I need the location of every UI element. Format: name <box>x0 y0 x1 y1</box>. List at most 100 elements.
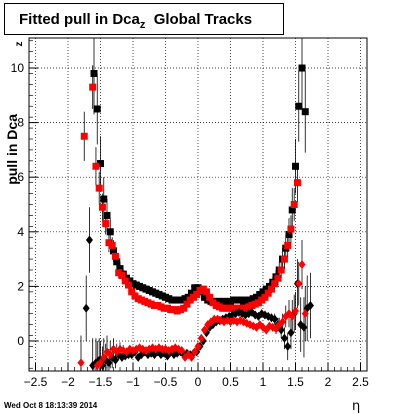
x-tick-label: 2.5 <box>352 375 369 389</box>
x-tick-label: −2 <box>61 375 75 389</box>
data-point-diamond <box>301 309 309 319</box>
data-point-diamond <box>280 333 288 343</box>
data-point-square <box>102 220 110 228</box>
data-point-diamond <box>97 358 104 368</box>
data-point-square <box>98 203 106 211</box>
data-point-square <box>89 83 97 91</box>
data-point-diamond <box>279 317 286 327</box>
data-point-square <box>288 206 296 214</box>
data-point-square <box>295 102 303 110</box>
series-group <box>90 38 309 305</box>
x-tick-label: −1.5 <box>89 375 113 389</box>
y-axis: 0 2 4 6 8 10 <box>11 40 38 369</box>
data-point-square <box>290 201 298 208</box>
data-point-diamond <box>284 341 292 351</box>
data-point-square <box>110 247 117 255</box>
chart-title: Fitted pull in Dcaz Global Tracks <box>19 11 252 31</box>
data-point-square <box>301 108 309 116</box>
data-point-square <box>103 211 111 219</box>
data-point-square <box>188 289 195 297</box>
y-axis-label: pull in Dca <box>4 114 20 185</box>
data-point-diamond <box>178 346 186 356</box>
x-tick-label: 0 <box>195 375 202 389</box>
data-point-diamond <box>298 260 306 270</box>
x-tick-label: 1.5 <box>287 375 304 389</box>
x-tick-label: −0.5 <box>154 375 178 389</box>
data-point-square <box>121 277 129 285</box>
data-point-square <box>93 105 101 113</box>
grid-lines <box>29 38 367 371</box>
y-tick-label: 8 <box>17 116 24 130</box>
data-point-square <box>92 162 100 170</box>
y-tick-label: 2 <box>17 279 24 293</box>
data-point-diamond <box>191 347 199 357</box>
data-point-square <box>277 266 285 274</box>
y-tick-label: 0 <box>17 334 24 348</box>
plot-frame <box>28 37 368 372</box>
data-point-square <box>206 293 214 301</box>
data-point-square <box>108 241 116 249</box>
data-point-square <box>280 255 288 263</box>
data-point-diamond <box>100 352 108 362</box>
data-point-diamond <box>288 311 296 321</box>
data-point-diamond <box>85 235 93 245</box>
data-point-square <box>111 252 119 260</box>
x-axis: −2.5 −2 −1.5 −1 −0.5 0 0.5 1 1.5 2 2.5 <box>24 363 369 389</box>
data-point-diamond <box>194 341 202 351</box>
data-point-diamond <box>188 352 195 362</box>
data-point-square <box>113 258 121 266</box>
data-point-square <box>264 289 272 297</box>
data-point-diamond <box>306 300 314 310</box>
x-tick-label: 0.5 <box>222 375 239 389</box>
data-point-square <box>293 179 301 187</box>
y-axis-label-subscript: z <box>14 42 25 47</box>
data-point-square <box>118 271 126 279</box>
data-point-square <box>202 288 210 296</box>
data-point-diamond <box>77 358 85 368</box>
data-point-square <box>284 241 292 249</box>
series-group <box>77 239 309 371</box>
data-point-square <box>97 160 104 168</box>
data-series <box>77 38 314 371</box>
timestamp-footer: Wed Oct 8 18:13:39 2014 <box>4 401 98 410</box>
x-axis-label: η <box>352 399 360 414</box>
data-point-square <box>116 265 124 273</box>
data-point-square <box>261 293 269 301</box>
data-point-diamond <box>292 306 299 316</box>
data-point-square <box>95 184 103 192</box>
data-point-square <box>124 281 132 289</box>
data-point-square <box>285 231 293 239</box>
data-point-square <box>128 288 136 296</box>
data-point-square <box>183 300 191 308</box>
data-point-square <box>80 132 88 140</box>
data-point-square <box>298 64 306 72</box>
data-point-diamond <box>295 279 303 289</box>
data-point-diamond <box>197 333 205 343</box>
data-point-square <box>274 274 282 282</box>
x-tick-label: −1 <box>126 375 140 389</box>
x-tick-label: 1 <box>260 375 267 389</box>
data-point-square <box>292 162 299 170</box>
data-point-square <box>90 69 98 77</box>
x-tick-label: −2.5 <box>24 375 48 389</box>
y-tick-label: 6 <box>17 170 24 184</box>
data-point-diamond <box>287 328 295 338</box>
data-point-diamond <box>300 322 308 332</box>
title-main: Fitted pull in Dca <box>19 11 140 28</box>
data-point-diamond <box>201 325 208 335</box>
y-tick-label: 4 <box>17 225 24 239</box>
data-point-square <box>100 195 108 203</box>
data-point-square <box>271 280 279 288</box>
data-point-square <box>267 285 275 293</box>
data-point-diamond <box>82 303 90 313</box>
data-point-diamond <box>251 310 259 320</box>
data-point-diamond <box>271 314 279 324</box>
title-subscript: z <box>139 19 146 31</box>
data-point-diamond <box>106 350 114 360</box>
title-suffix: Global Tracks <box>153 11 253 28</box>
data-point-square <box>180 304 188 312</box>
y-tick-label: 10 <box>11 61 25 75</box>
data-point-square <box>287 225 295 233</box>
title-box: Fitted pull in Dcaz Global Tracks <box>4 3 284 35</box>
